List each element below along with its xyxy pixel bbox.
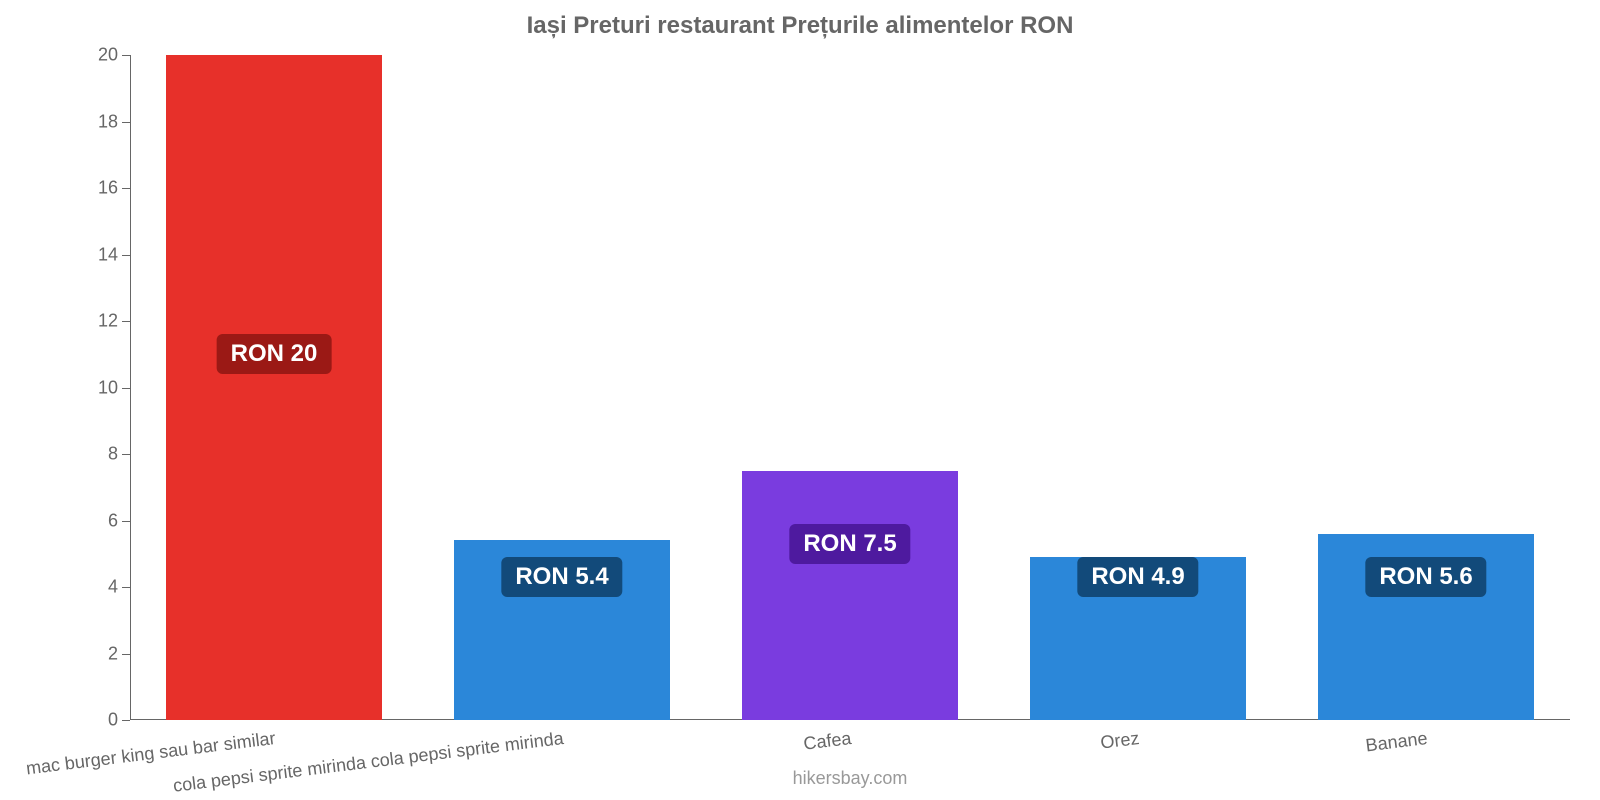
y-tick-label: 10: [98, 377, 118, 398]
y-tick-label: 12: [98, 311, 118, 332]
bar-value-label: RON 20: [217, 334, 332, 374]
y-tick: [122, 388, 130, 389]
bar: [742, 471, 958, 720]
y-tick-label: 16: [98, 178, 118, 199]
y-tick: [122, 55, 130, 56]
y-tick-label: 20: [98, 45, 118, 66]
y-tick: [122, 454, 130, 455]
y-tick: [122, 122, 130, 123]
y-tick-label: 14: [98, 244, 118, 265]
bar-value-label: RON 7.5: [789, 524, 910, 564]
y-tick: [122, 720, 130, 721]
y-tick: [122, 188, 130, 189]
y-tick-label: 4: [108, 577, 118, 598]
y-tick-label: 8: [108, 444, 118, 465]
y-tick-label: 18: [98, 111, 118, 132]
y-tick-label: 2: [108, 643, 118, 664]
y-tick-label: 0: [108, 710, 118, 731]
bar-value-label: RON 5.4: [501, 557, 622, 597]
credit-text: hikersbay.com: [793, 768, 908, 789]
bar-value-label: RON 5.6: [1365, 557, 1486, 597]
chart-plot-area: 02468101214161820RON 20mac burger king s…: [130, 55, 1570, 720]
bar-value-label: RON 4.9: [1077, 557, 1198, 597]
chart-title: Iași Preturi restaurant Prețurile alimen…: [0, 0, 1600, 40]
y-tick: [122, 321, 130, 322]
y-axis-line: [130, 55, 131, 720]
x-tick-label: Orez: [1099, 728, 1140, 754]
y-tick: [122, 255, 130, 256]
y-tick: [122, 587, 130, 588]
y-tick: [122, 654, 130, 655]
bar: [166, 55, 382, 720]
x-tick-label: Banane: [1364, 728, 1428, 756]
y-tick-label: 6: [108, 510, 118, 531]
y-tick: [122, 521, 130, 522]
x-tick-label: Cafea: [802, 728, 852, 755]
